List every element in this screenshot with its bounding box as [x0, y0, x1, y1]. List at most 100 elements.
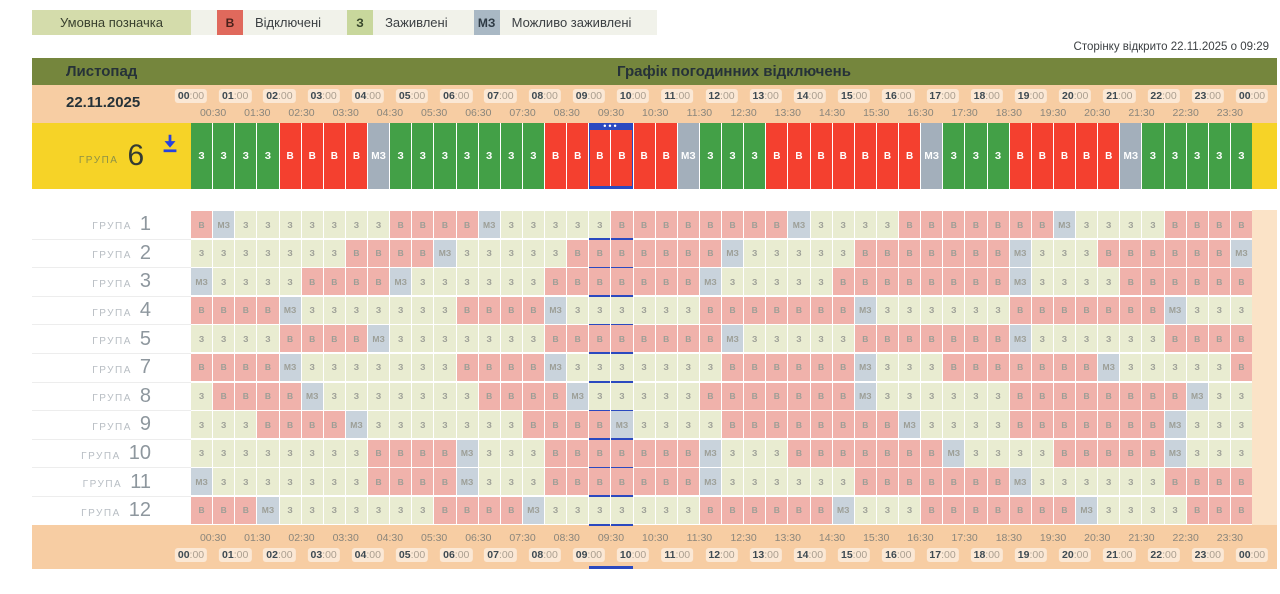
slot-cell: З [1053, 268, 1075, 296]
half-hour-label: 13:30 [774, 531, 801, 544]
slot-cell: З [589, 353, 611, 381]
hour-label: 19:00 [1014, 547, 1048, 562]
slot-cell: В [1009, 382, 1031, 410]
slot-cell: З [456, 382, 478, 410]
slot-cell: В [213, 296, 235, 324]
legend-swatch-off: В [216, 10, 243, 35]
slot-cell: З [899, 296, 921, 324]
slot-cell: В [987, 239, 1009, 267]
slot-cell: З [257, 468, 279, 496]
slot-cell: В [390, 468, 412, 496]
slot-cell: З [1208, 382, 1230, 410]
slot-cell: З [434, 353, 456, 381]
slot-cell: В [854, 468, 876, 496]
slot-cell: З [677, 411, 699, 439]
slot-cell: В [943, 496, 965, 524]
slot-cell: В [677, 325, 699, 353]
slot-cell: В [1098, 123, 1120, 189]
slot-cell: В [965, 268, 987, 296]
slot-cell: З [965, 296, 987, 324]
slot-cell: В [1053, 123, 1075, 189]
slot-cell: В [522, 296, 544, 324]
slot-cell: В [965, 353, 987, 381]
slot-cell: В [788, 353, 810, 381]
group-caption: ГРУПА [92, 364, 132, 376]
slot-cell: З [434, 411, 456, 439]
current-time-footer-marker [588, 565, 634, 569]
half-hour-label: 02:30 [288, 531, 315, 544]
slot-cell: З [1031, 439, 1053, 467]
slot-cell: З [655, 496, 677, 524]
half-hour-label: 23:30 [1216, 107, 1244, 119]
slot-cell: В [257, 411, 279, 439]
slot-cell: В [655, 439, 677, 467]
slot-cell: З [921, 411, 943, 439]
date-cell: 22.11.2025 [32, 85, 191, 123]
slot-cell: В [655, 468, 677, 496]
time-header-row: 22.11.2025 00:00 01:00 02:00 03:00 04:00 05:0… [32, 85, 1277, 123]
slot-cell: З [1186, 296, 1208, 324]
slot-cell: В [744, 382, 766, 410]
slot-cell: В [589, 268, 611, 296]
slot-cell: В [368, 239, 390, 267]
group-row: ГРУПА 2 З З З З З З З В В В В МЗ З З З З З В В В В В В В МЗ З З З З З В В… [32, 238, 1277, 268]
slot-cell: В [522, 411, 544, 439]
half-hour-label: 06:30 [465, 531, 492, 544]
legend-swatch-on: З [347, 10, 374, 35]
slot-cell: З [191, 411, 213, 439]
group-number: 10 [128, 442, 151, 465]
half-hour-label: 18:30 [995, 531, 1022, 544]
hour-label: 06:00 [440, 547, 473, 562]
slot-cell: В [633, 325, 655, 353]
slot-cell: В [921, 268, 943, 296]
slot-cell: З [744, 439, 766, 467]
slot-cell: З [301, 296, 323, 324]
slot-cell: З [810, 268, 832, 296]
half-hour-label: 03:30 [332, 531, 359, 544]
slot-cell: МЗ [1164, 411, 1186, 439]
slot-cell: В [1230, 496, 1252, 524]
slot-cell: В [345, 239, 367, 267]
group-cells: З З З З З З З З В В В В МЗ З З З В В В В В В В МЗ З З З В В В В В В В МЗ З З… [191, 439, 1252, 468]
group-number: 5 [139, 327, 151, 350]
slot-cell: З [412, 123, 434, 189]
slot-cell: З [301, 239, 323, 267]
slot-cell: В [1186, 211, 1208, 238]
slot-cell: В [1208, 325, 1230, 353]
table-title: Графік погодинних відключень [617, 63, 851, 80]
slot-cell: З [854, 496, 876, 524]
hour-label: 01:00 [219, 547, 252, 562]
slot-cell: З [611, 353, 633, 381]
slot-cell: З [1098, 268, 1120, 296]
slot-cell: В [1120, 382, 1142, 410]
slot-cell: З [279, 468, 301, 496]
slot-cell: З [191, 439, 213, 467]
download-icon[interactable] [159, 132, 181, 154]
slot-cell: З [655, 382, 677, 410]
slot-cell: В [633, 211, 655, 238]
legend-title: Умовна позначка [32, 10, 191, 35]
slot-cell: В [788, 296, 810, 324]
group-row: ГРУПА 4 В В В В МЗ З З З З З З З В В В В МЗ З З З З З З В В В В В В В МЗ… [32, 295, 1277, 325]
slot-cell: В [368, 268, 390, 296]
slot-cell: МЗ [456, 439, 478, 467]
hour-label: 20:00 [1059, 547, 1092, 562]
slot-cell: В [279, 382, 301, 410]
slot-cell: МЗ [943, 439, 965, 467]
slot-cell: В [1164, 211, 1186, 238]
group-caption: ГРУПА [92, 250, 132, 262]
hour-label: 16:00 [882, 89, 915, 103]
hour-label: 18:00 [970, 89, 1003, 103]
slot-cell: В [412, 239, 434, 267]
slot-cell: З [213, 468, 235, 496]
slot-cell: В [1120, 239, 1142, 267]
slot-cell: З [1031, 239, 1053, 267]
slot-cell: В [788, 411, 810, 439]
slot-cell: З [744, 468, 766, 496]
slot-cell: З [235, 211, 257, 238]
slot-cell: В [279, 411, 301, 439]
slot-cell: В [1230, 468, 1252, 496]
slot-cell: З [456, 411, 478, 439]
slot-cell: В [1076, 296, 1098, 324]
slot-cell: В [722, 411, 744, 439]
